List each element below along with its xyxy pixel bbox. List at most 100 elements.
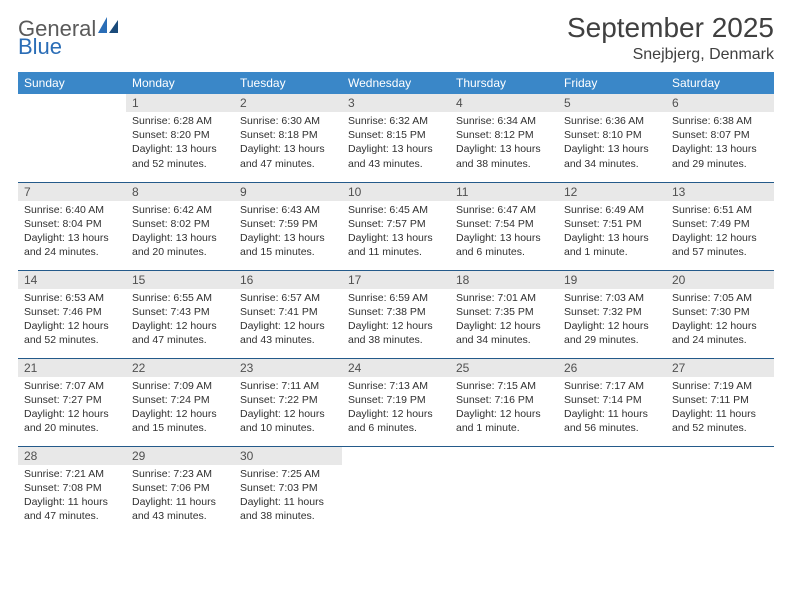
day-number: 22 <box>126 359 234 377</box>
day-info: Sunrise: 6:59 AMSunset: 7:38 PMDaylight:… <box>342 289 450 352</box>
day-info: Sunrise: 7:09 AMSunset: 7:24 PMDaylight:… <box>126 377 234 440</box>
day-info: Sunrise: 7:03 AMSunset: 7:32 PMDaylight:… <box>558 289 666 352</box>
day-number: 9 <box>234 183 342 201</box>
day-info: Sunrise: 6:38 AMSunset: 8:07 PMDaylight:… <box>666 112 774 175</box>
day-info: Sunrise: 6:49 AMSunset: 7:51 PMDaylight:… <box>558 201 666 264</box>
weekday-header: Friday <box>558 72 666 94</box>
calendar-day-cell: 26Sunrise: 7:17 AMSunset: 7:14 PMDayligh… <box>558 358 666 446</box>
day-info: Sunrise: 7:15 AMSunset: 7:16 PMDaylight:… <box>450 377 558 440</box>
calendar-day-cell: 3Sunrise: 6:32 AMSunset: 8:15 PMDaylight… <box>342 94 450 182</box>
weekday-header: Thursday <box>450 72 558 94</box>
day-number: 6 <box>666 94 774 112</box>
calendar-day-cell: 20Sunrise: 7:05 AMSunset: 7:30 PMDayligh… <box>666 270 774 358</box>
day-number: 30 <box>234 447 342 465</box>
calendar-day-cell: 25Sunrise: 7:15 AMSunset: 7:16 PMDayligh… <box>450 358 558 446</box>
day-info: Sunrise: 6:57 AMSunset: 7:41 PMDaylight:… <box>234 289 342 352</box>
day-number: 28 <box>18 447 126 465</box>
calendar-day-cell: 24Sunrise: 7:13 AMSunset: 7:19 PMDayligh… <box>342 358 450 446</box>
calendar-day-cell: 9Sunrise: 6:43 AMSunset: 7:59 PMDaylight… <box>234 182 342 270</box>
calendar-day-cell: 15Sunrise: 6:55 AMSunset: 7:43 PMDayligh… <box>126 270 234 358</box>
calendar-day-cell: 13Sunrise: 6:51 AMSunset: 7:49 PMDayligh… <box>666 182 774 270</box>
day-info: Sunrise: 7:21 AMSunset: 7:08 PMDaylight:… <box>18 465 126 528</box>
calendar-day-cell: . <box>666 446 774 534</box>
weekday-header: Wednesday <box>342 72 450 94</box>
weekday-header: Sunday <box>18 72 126 94</box>
calendar-day-cell: 21Sunrise: 7:07 AMSunset: 7:27 PMDayligh… <box>18 358 126 446</box>
calendar-day-cell: 10Sunrise: 6:45 AMSunset: 7:57 PMDayligh… <box>342 182 450 270</box>
day-number: 18 <box>450 271 558 289</box>
day-info: Sunrise: 7:11 AMSunset: 7:22 PMDaylight:… <box>234 377 342 440</box>
calendar-day-cell: 28Sunrise: 7:21 AMSunset: 7:08 PMDayligh… <box>18 446 126 534</box>
day-info: Sunrise: 7:17 AMSunset: 7:14 PMDaylight:… <box>558 377 666 440</box>
day-number: 5 <box>558 94 666 112</box>
calendar-day-cell: . <box>18 94 126 182</box>
calendar-table: Sunday Monday Tuesday Wednesday Thursday… <box>18 72 774 534</box>
day-info: Sunrise: 6:55 AMSunset: 7:43 PMDaylight:… <box>126 289 234 352</box>
logo-text-blue: Blue <box>18 34 62 60</box>
day-number: 1 <box>126 94 234 112</box>
calendar-day-cell: 18Sunrise: 7:01 AMSunset: 7:35 PMDayligh… <box>450 270 558 358</box>
calendar-day-cell: . <box>342 446 450 534</box>
day-number: 21 <box>18 359 126 377</box>
day-info: Sunrise: 6:53 AMSunset: 7:46 PMDaylight:… <box>18 289 126 352</box>
day-info: Sunrise: 6:32 AMSunset: 8:15 PMDaylight:… <box>342 112 450 175</box>
header: General September 2025 Snejbjerg, Denmar… <box>18 12 774 64</box>
day-info: Sunrise: 7:01 AMSunset: 7:35 PMDaylight:… <box>450 289 558 352</box>
month-title: September 2025 <box>567 12 774 44</box>
day-number: 19 <box>558 271 666 289</box>
day-number: 4 <box>450 94 558 112</box>
day-info: Sunrise: 7:13 AMSunset: 7:19 PMDaylight:… <box>342 377 450 440</box>
day-number: 15 <box>126 271 234 289</box>
weekday-header-row: Sunday Monday Tuesday Wednesday Thursday… <box>18 72 774 94</box>
calendar-day-cell: 30Sunrise: 7:25 AMSunset: 7:03 PMDayligh… <box>234 446 342 534</box>
day-number: 25 <box>450 359 558 377</box>
calendar-day-cell: 19Sunrise: 7:03 AMSunset: 7:32 PMDayligh… <box>558 270 666 358</box>
calendar-day-cell: 16Sunrise: 6:57 AMSunset: 7:41 PMDayligh… <box>234 270 342 358</box>
calendar-day-cell: 11Sunrise: 6:47 AMSunset: 7:54 PMDayligh… <box>450 182 558 270</box>
calendar-week-row: 7Sunrise: 6:40 AMSunset: 8:04 PMDaylight… <box>18 182 774 270</box>
day-number: 11 <box>450 183 558 201</box>
weekday-header: Monday <box>126 72 234 94</box>
calendar-day-cell: 14Sunrise: 6:53 AMSunset: 7:46 PMDayligh… <box>18 270 126 358</box>
day-number: 14 <box>18 271 126 289</box>
calendar-day-cell: 29Sunrise: 7:23 AMSunset: 7:06 PMDayligh… <box>126 446 234 534</box>
calendar-day-cell: 5Sunrise: 6:36 AMSunset: 8:10 PMDaylight… <box>558 94 666 182</box>
day-number: 13 <box>666 183 774 201</box>
day-number: 26 <box>558 359 666 377</box>
day-info: Sunrise: 6:34 AMSunset: 8:12 PMDaylight:… <box>450 112 558 175</box>
calendar-day-cell: 7Sunrise: 6:40 AMSunset: 8:04 PMDaylight… <box>18 182 126 270</box>
day-info: Sunrise: 6:42 AMSunset: 8:02 PMDaylight:… <box>126 201 234 264</box>
calendar-day-cell: 6Sunrise: 6:38 AMSunset: 8:07 PMDaylight… <box>666 94 774 182</box>
calendar-week-row: 28Sunrise: 7:21 AMSunset: 7:08 PMDayligh… <box>18 446 774 534</box>
day-info: Sunrise: 7:05 AMSunset: 7:30 PMDaylight:… <box>666 289 774 352</box>
day-info: Sunrise: 6:28 AMSunset: 8:20 PMDaylight:… <box>126 112 234 175</box>
day-number: 10 <box>342 183 450 201</box>
day-number: 23 <box>234 359 342 377</box>
day-number: 17 <box>342 271 450 289</box>
day-number: 12 <box>558 183 666 201</box>
day-number: 27 <box>666 359 774 377</box>
calendar-day-cell: . <box>450 446 558 534</box>
calendar-day-cell: 4Sunrise: 6:34 AMSunset: 8:12 PMDaylight… <box>450 94 558 182</box>
title-block: September 2025 Snejbjerg, Denmark <box>567 12 774 64</box>
day-info: Sunrise: 6:47 AMSunset: 7:54 PMDaylight:… <box>450 201 558 264</box>
calendar-week-row: 14Sunrise: 6:53 AMSunset: 7:46 PMDayligh… <box>18 270 774 358</box>
day-number: 2 <box>234 94 342 112</box>
day-info: Sunrise: 7:19 AMSunset: 7:11 PMDaylight:… <box>666 377 774 440</box>
day-number: 24 <box>342 359 450 377</box>
day-number: 16 <box>234 271 342 289</box>
day-info: Sunrise: 7:23 AMSunset: 7:06 PMDaylight:… <box>126 465 234 528</box>
calendar-day-cell: 8Sunrise: 6:42 AMSunset: 8:02 PMDaylight… <box>126 182 234 270</box>
logo-sail-icon <box>98 17 118 33</box>
calendar-day-cell: 2Sunrise: 6:30 AMSunset: 8:18 PMDaylight… <box>234 94 342 182</box>
day-number: 3 <box>342 94 450 112</box>
day-info: Sunrise: 6:43 AMSunset: 7:59 PMDaylight:… <box>234 201 342 264</box>
calendar-day-cell: 27Sunrise: 7:19 AMSunset: 7:11 PMDayligh… <box>666 358 774 446</box>
calendar-day-cell: . <box>558 446 666 534</box>
weekday-header: Saturday <box>666 72 774 94</box>
day-info: Sunrise: 6:45 AMSunset: 7:57 PMDaylight:… <box>342 201 450 264</box>
day-info: Sunrise: 6:30 AMSunset: 8:18 PMDaylight:… <box>234 112 342 175</box>
day-info: Sunrise: 7:25 AMSunset: 7:03 PMDaylight:… <box>234 465 342 528</box>
calendar-day-cell: 22Sunrise: 7:09 AMSunset: 7:24 PMDayligh… <box>126 358 234 446</box>
calendar-day-cell: 12Sunrise: 6:49 AMSunset: 7:51 PMDayligh… <box>558 182 666 270</box>
